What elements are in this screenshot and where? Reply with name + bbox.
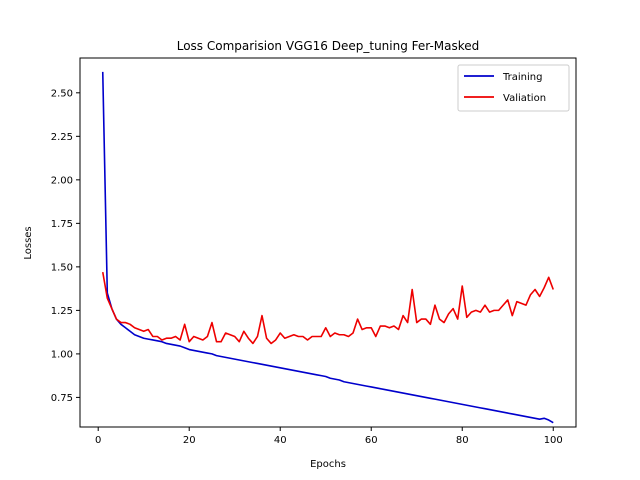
x-axis-title: Epochs (310, 459, 346, 470)
x-axis: 0 20 40 60 80 100 (95, 427, 563, 446)
y-tick-label: 1.25 (51, 306, 73, 317)
plot-area-frame (79, 57, 577, 428)
y-tick-label: 1.00 (51, 349, 73, 360)
y-axis: 0.75 1.00 1.25 1.50 1.75 2.00 2.25 2.50 (51, 88, 80, 404)
x-tick-label: 60 (365, 435, 378, 446)
y-tick-label: 1.75 (51, 219, 73, 230)
y-tick-label: 2.25 (51, 132, 73, 143)
series-line-training (101, 71, 554, 424)
y-tick-label: 1.50 (51, 262, 73, 273)
series-line-valiation (101, 271, 554, 345)
x-tick-label: 100 (544, 435, 563, 446)
legend-label-training: Training (502, 72, 542, 83)
x-tick-label: 20 (183, 435, 196, 446)
x-tick-label: 0 (95, 435, 101, 446)
y-tick-label: 2.50 (51, 88, 73, 99)
y-tick-label: 0.75 (51, 393, 73, 404)
x-tick-label: 40 (274, 435, 287, 446)
legend-label-valiation: Valiation (503, 93, 546, 104)
chart-title: Loss Comparision VGG16 Deep_tuning Fer-M… (177, 39, 480, 53)
y-tick-label: 2.00 (51, 175, 73, 186)
y-axis-title: Losses (23, 226, 34, 259)
series-layer (101, 71, 554, 424)
legend: Training Valiation (457, 64, 570, 112)
x-tick-label: 80 (456, 435, 469, 446)
